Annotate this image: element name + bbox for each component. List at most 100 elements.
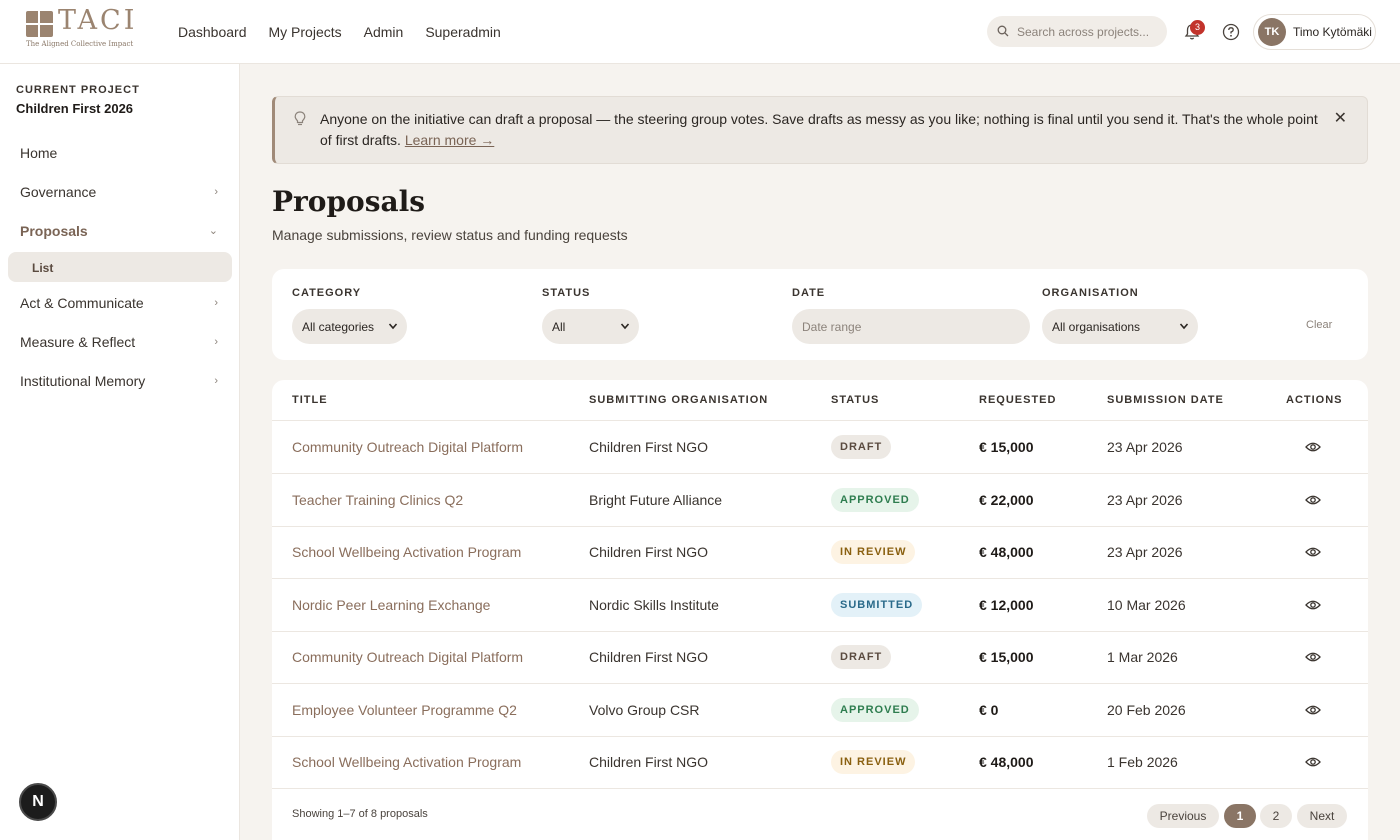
filter-bar: CATEGORY All categories STATUS All DATE … xyxy=(272,269,1368,360)
organisation-name: Bright Future Alliance xyxy=(589,492,723,508)
sidebar-item-label: Act & Communicate xyxy=(20,295,144,311)
learn-more-link[interactable]: Learn more → xyxy=(404,132,495,148)
requested-amount: € 48,000 xyxy=(979,544,1034,560)
column-header-requested[interactable]: REQUESTED xyxy=(979,394,1057,406)
status-badge: APPROVED xyxy=(831,698,919,722)
taci-logo[interactable]: TACI The Aligned Collective Impact xyxy=(26,5,156,50)
search-icon xyxy=(997,25,1009,37)
logo-mark-icon xyxy=(26,11,53,37)
column-header-submission-date[interactable]: SUBMISSION DATE xyxy=(1107,394,1224,406)
sidebar-item-home[interactable]: Home xyxy=(8,138,232,168)
table-row[interactable]: Teacher Training Clinics Q2 Bright Futur… xyxy=(272,474,1368,527)
proposal-title-link[interactable]: School Wellbeing Activation Program xyxy=(292,544,522,560)
proposal-title-link[interactable]: School Wellbeing Activation Program xyxy=(292,754,522,770)
requested-amount: € 0 xyxy=(979,702,999,718)
sidebar-item-measure-reflect[interactable]: Measure & Reflect › xyxy=(8,327,232,357)
page-2-button[interactable]: 2 xyxy=(1260,804,1292,828)
sidebar-item-label: Governance xyxy=(20,184,97,200)
sidebar: CURRENT PROJECT Children First 2026 Home… xyxy=(0,64,240,840)
sidebar-item-label: Home xyxy=(20,145,58,161)
status-badge: APPROVED xyxy=(831,488,919,512)
proposals-table: TITLE SUBMITTING ORGANISATION STATUS REQ… xyxy=(272,380,1368,840)
user-name: Timo Kytömäki xyxy=(1293,25,1372,39)
sidebar-item-label: Institutional Memory xyxy=(20,373,146,389)
status-select-value: All xyxy=(552,320,566,334)
next-page-button[interactable]: Next xyxy=(1297,804,1347,828)
column-header-organisation[interactable]: SUBMITTING ORGANISATION xyxy=(589,394,769,406)
proposal-title-link[interactable]: Teacher Training Clinics Q2 xyxy=(292,492,464,508)
lightbulb-icon xyxy=(294,111,306,126)
nav-my-projects[interactable]: My Projects xyxy=(268,24,342,40)
column-header-title[interactable]: TITLE xyxy=(292,394,328,406)
notice-message: Anyone on the initiative can draft a pro… xyxy=(320,109,1320,151)
proposal-title-link[interactable]: Community Outreach Digital Platform xyxy=(292,649,524,665)
organisation-select[interactable]: All organisations xyxy=(1042,309,1198,344)
table-row[interactable]: School Wellbeing Activation Program Chil… xyxy=(272,526,1368,579)
eye-icon[interactable] xyxy=(1305,650,1321,664)
organisation-filter-label: ORGANISATION xyxy=(1042,287,1139,299)
header-divider xyxy=(272,420,1368,421)
sidebar-item-governance[interactable]: Governance › xyxy=(8,177,232,207)
page-1-button[interactable]: 1 xyxy=(1224,804,1256,828)
eye-icon[interactable] xyxy=(1305,598,1321,612)
sidebar-item-act-communicate[interactable]: Act & Communicate › xyxy=(8,288,232,318)
info-notice: Anyone on the initiative can draft a pro… xyxy=(272,96,1368,164)
chevron-down-icon xyxy=(620,323,630,330)
table-row[interactable]: Community Outreach Digital Platform Chil… xyxy=(272,421,1368,474)
clear-filters-button[interactable]: Clear xyxy=(1306,319,1333,331)
sidebar-item-institutional-memory[interactable]: Institutional Memory › xyxy=(8,366,232,396)
sidebar-item-proposals[interactable]: Proposals ⌄ xyxy=(8,216,232,246)
pagination-summary: Showing 1–7 of 8 proposals xyxy=(292,808,428,820)
status-badge: DRAFT xyxy=(831,645,892,669)
close-icon[interactable]: ✕ xyxy=(1333,110,1347,127)
category-select-value: All categories xyxy=(302,320,375,334)
requested-amount: € 22,000 xyxy=(979,492,1034,508)
table-row[interactable]: Community Outreach Digital Platform Chil… xyxy=(272,631,1368,684)
sidebar-subitem-label: List xyxy=(32,261,54,275)
organisation-name: Children First NGO xyxy=(589,439,709,455)
nav-admin[interactable]: Admin xyxy=(363,24,404,40)
dev-tools-badge[interactable]: N xyxy=(19,783,57,821)
category-filter-label: CATEGORY xyxy=(292,287,362,299)
table-row[interactable]: School Wellbeing Activation Program Chil… xyxy=(272,736,1368,789)
help-icon[interactable] xyxy=(1222,23,1240,41)
chevron-right-icon: › xyxy=(214,375,218,387)
proposal-title-link[interactable]: Nordic Peer Learning Exchange xyxy=(292,597,491,613)
requested-amount: € 15,000 xyxy=(979,649,1034,665)
organisation-name: Volvo Group CSR xyxy=(589,702,700,718)
chevron-right-icon: › xyxy=(214,336,218,348)
nav-superadmin[interactable]: Superadmin xyxy=(425,24,501,40)
submission-date: 1 Mar 2026 xyxy=(1107,649,1178,665)
sidebar-item-label: Measure & Reflect xyxy=(20,334,136,350)
previous-page-button[interactable]: Previous xyxy=(1147,804,1219,828)
current-project-label: CURRENT PROJECT xyxy=(16,84,140,96)
notice-text: Anyone on the initiative can draft a pro… xyxy=(320,111,1318,148)
eye-icon[interactable] xyxy=(1305,703,1321,717)
table-row[interactable]: Employee Volunteer Programme Q2 Volvo Gr… xyxy=(272,684,1368,737)
submission-date: 23 Apr 2026 xyxy=(1107,492,1183,508)
status-badge: IN REVIEW xyxy=(831,750,916,774)
status-select[interactable]: All xyxy=(542,309,639,344)
status-badge: DRAFT xyxy=(831,435,892,459)
proposal-title-link[interactable]: Employee Volunteer Programme Q2 xyxy=(292,702,517,718)
page-title: Proposals xyxy=(272,185,426,218)
eye-icon[interactable] xyxy=(1305,440,1321,454)
global-search-input[interactable]: Search across projects... xyxy=(987,16,1167,47)
status-badge: SUBMITTED xyxy=(831,593,923,617)
user-menu-button[interactable]: TK Timo Kytömäki xyxy=(1253,14,1376,50)
nav-dashboard[interactable]: Dashboard xyxy=(178,24,247,40)
eye-icon[interactable] xyxy=(1305,545,1321,559)
eye-icon[interactable] xyxy=(1305,493,1321,507)
date-range-input[interactable]: Date range xyxy=(792,309,1030,344)
sidebar-subitem-list[interactable]: List xyxy=(8,252,232,282)
proposal-title-link[interactable]: Community Outreach Digital Platform xyxy=(292,439,524,455)
table-row[interactable]: Nordic Peer Learning Exchange Nordic Ski… xyxy=(272,579,1368,632)
logo-text: TACI xyxy=(58,5,138,36)
eye-icon[interactable] xyxy=(1305,755,1321,769)
current-project-name: Children First 2026 xyxy=(16,101,134,116)
logo-tagline: The Aligned Collective Impact xyxy=(26,40,134,48)
category-select[interactable]: All categories xyxy=(292,309,407,344)
submission-date: 1 Feb 2026 xyxy=(1107,754,1178,770)
column-header-status[interactable]: STATUS xyxy=(831,394,880,406)
chevron-right-icon: › xyxy=(214,297,218,309)
